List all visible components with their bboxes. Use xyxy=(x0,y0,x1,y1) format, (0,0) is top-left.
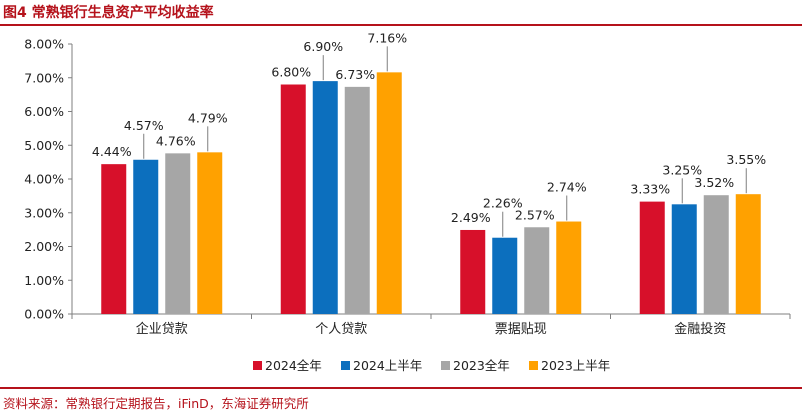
bar xyxy=(101,164,127,314)
data-label: 2.49% xyxy=(451,210,491,225)
data-label: 6.80% xyxy=(271,65,311,80)
bar xyxy=(703,195,729,314)
legend-entry: 2024上半年 xyxy=(353,358,422,373)
x-category-label: 企业贷款 xyxy=(136,321,188,337)
data-label: 3.52% xyxy=(694,175,734,190)
y-tick-label: 3.00% xyxy=(24,205,64,220)
data-label: 3.33% xyxy=(630,182,670,197)
legend-entry: 2023上半年 xyxy=(541,358,610,373)
data-label: 3.25% xyxy=(662,162,702,177)
data-label: 4.44% xyxy=(92,144,132,159)
data-label: 4.57% xyxy=(124,118,164,133)
y-tick-label: 5.00% xyxy=(24,138,64,153)
bar xyxy=(376,72,402,314)
x-category-label: 个人贷款 xyxy=(315,322,367,337)
bar xyxy=(735,194,761,314)
bar xyxy=(344,86,370,314)
bar xyxy=(312,81,338,314)
y-tick-label: 6.00% xyxy=(24,104,64,119)
legend-entry: 2023全年 xyxy=(453,358,510,373)
bar xyxy=(556,221,582,314)
figure-title: 图4 常熟银行生息资产平均收益率 xyxy=(3,5,214,21)
legend-swatch xyxy=(441,361,450,370)
y-tick-label: 8.00% xyxy=(24,37,64,52)
bar xyxy=(492,237,518,314)
y-tick-label: 0.00% xyxy=(24,307,64,322)
data-label: 6.73% xyxy=(335,67,375,82)
bar xyxy=(524,227,550,314)
data-label: 2.74% xyxy=(547,180,587,195)
bar xyxy=(671,204,697,314)
data-label: 6.90% xyxy=(303,39,343,54)
bar xyxy=(280,84,306,314)
y-tick-label: 1.00% xyxy=(24,273,64,288)
bar xyxy=(197,152,223,314)
bar xyxy=(460,229,486,314)
legend-entry: 2024全年 xyxy=(265,358,322,373)
x-category-label: 金融投资 xyxy=(674,321,726,337)
bar xyxy=(639,201,665,314)
source-rule xyxy=(0,387,802,389)
data-label: 2.57% xyxy=(515,207,555,222)
data-label: 7.16% xyxy=(367,30,407,45)
y-tick-label: 4.00% xyxy=(24,172,64,187)
data-label: 4.76% xyxy=(156,133,196,148)
legend-swatch xyxy=(253,361,262,370)
source-note: 资料来源：常熟银行定期报告，iFinD，东海证券研究所 xyxy=(3,396,309,411)
title-rule xyxy=(0,24,802,26)
legend-swatch xyxy=(529,361,538,370)
y-tick-label: 7.00% xyxy=(24,70,64,85)
data-label: 2.26% xyxy=(483,196,523,211)
data-label: 3.55% xyxy=(726,152,766,167)
legend-swatch xyxy=(341,361,350,370)
x-category-label: 票据贴现 xyxy=(495,322,547,337)
bar xyxy=(165,153,191,314)
bar xyxy=(133,159,159,314)
y-tick-label: 2.00% xyxy=(24,239,64,254)
data-label: 4.79% xyxy=(188,110,228,125)
